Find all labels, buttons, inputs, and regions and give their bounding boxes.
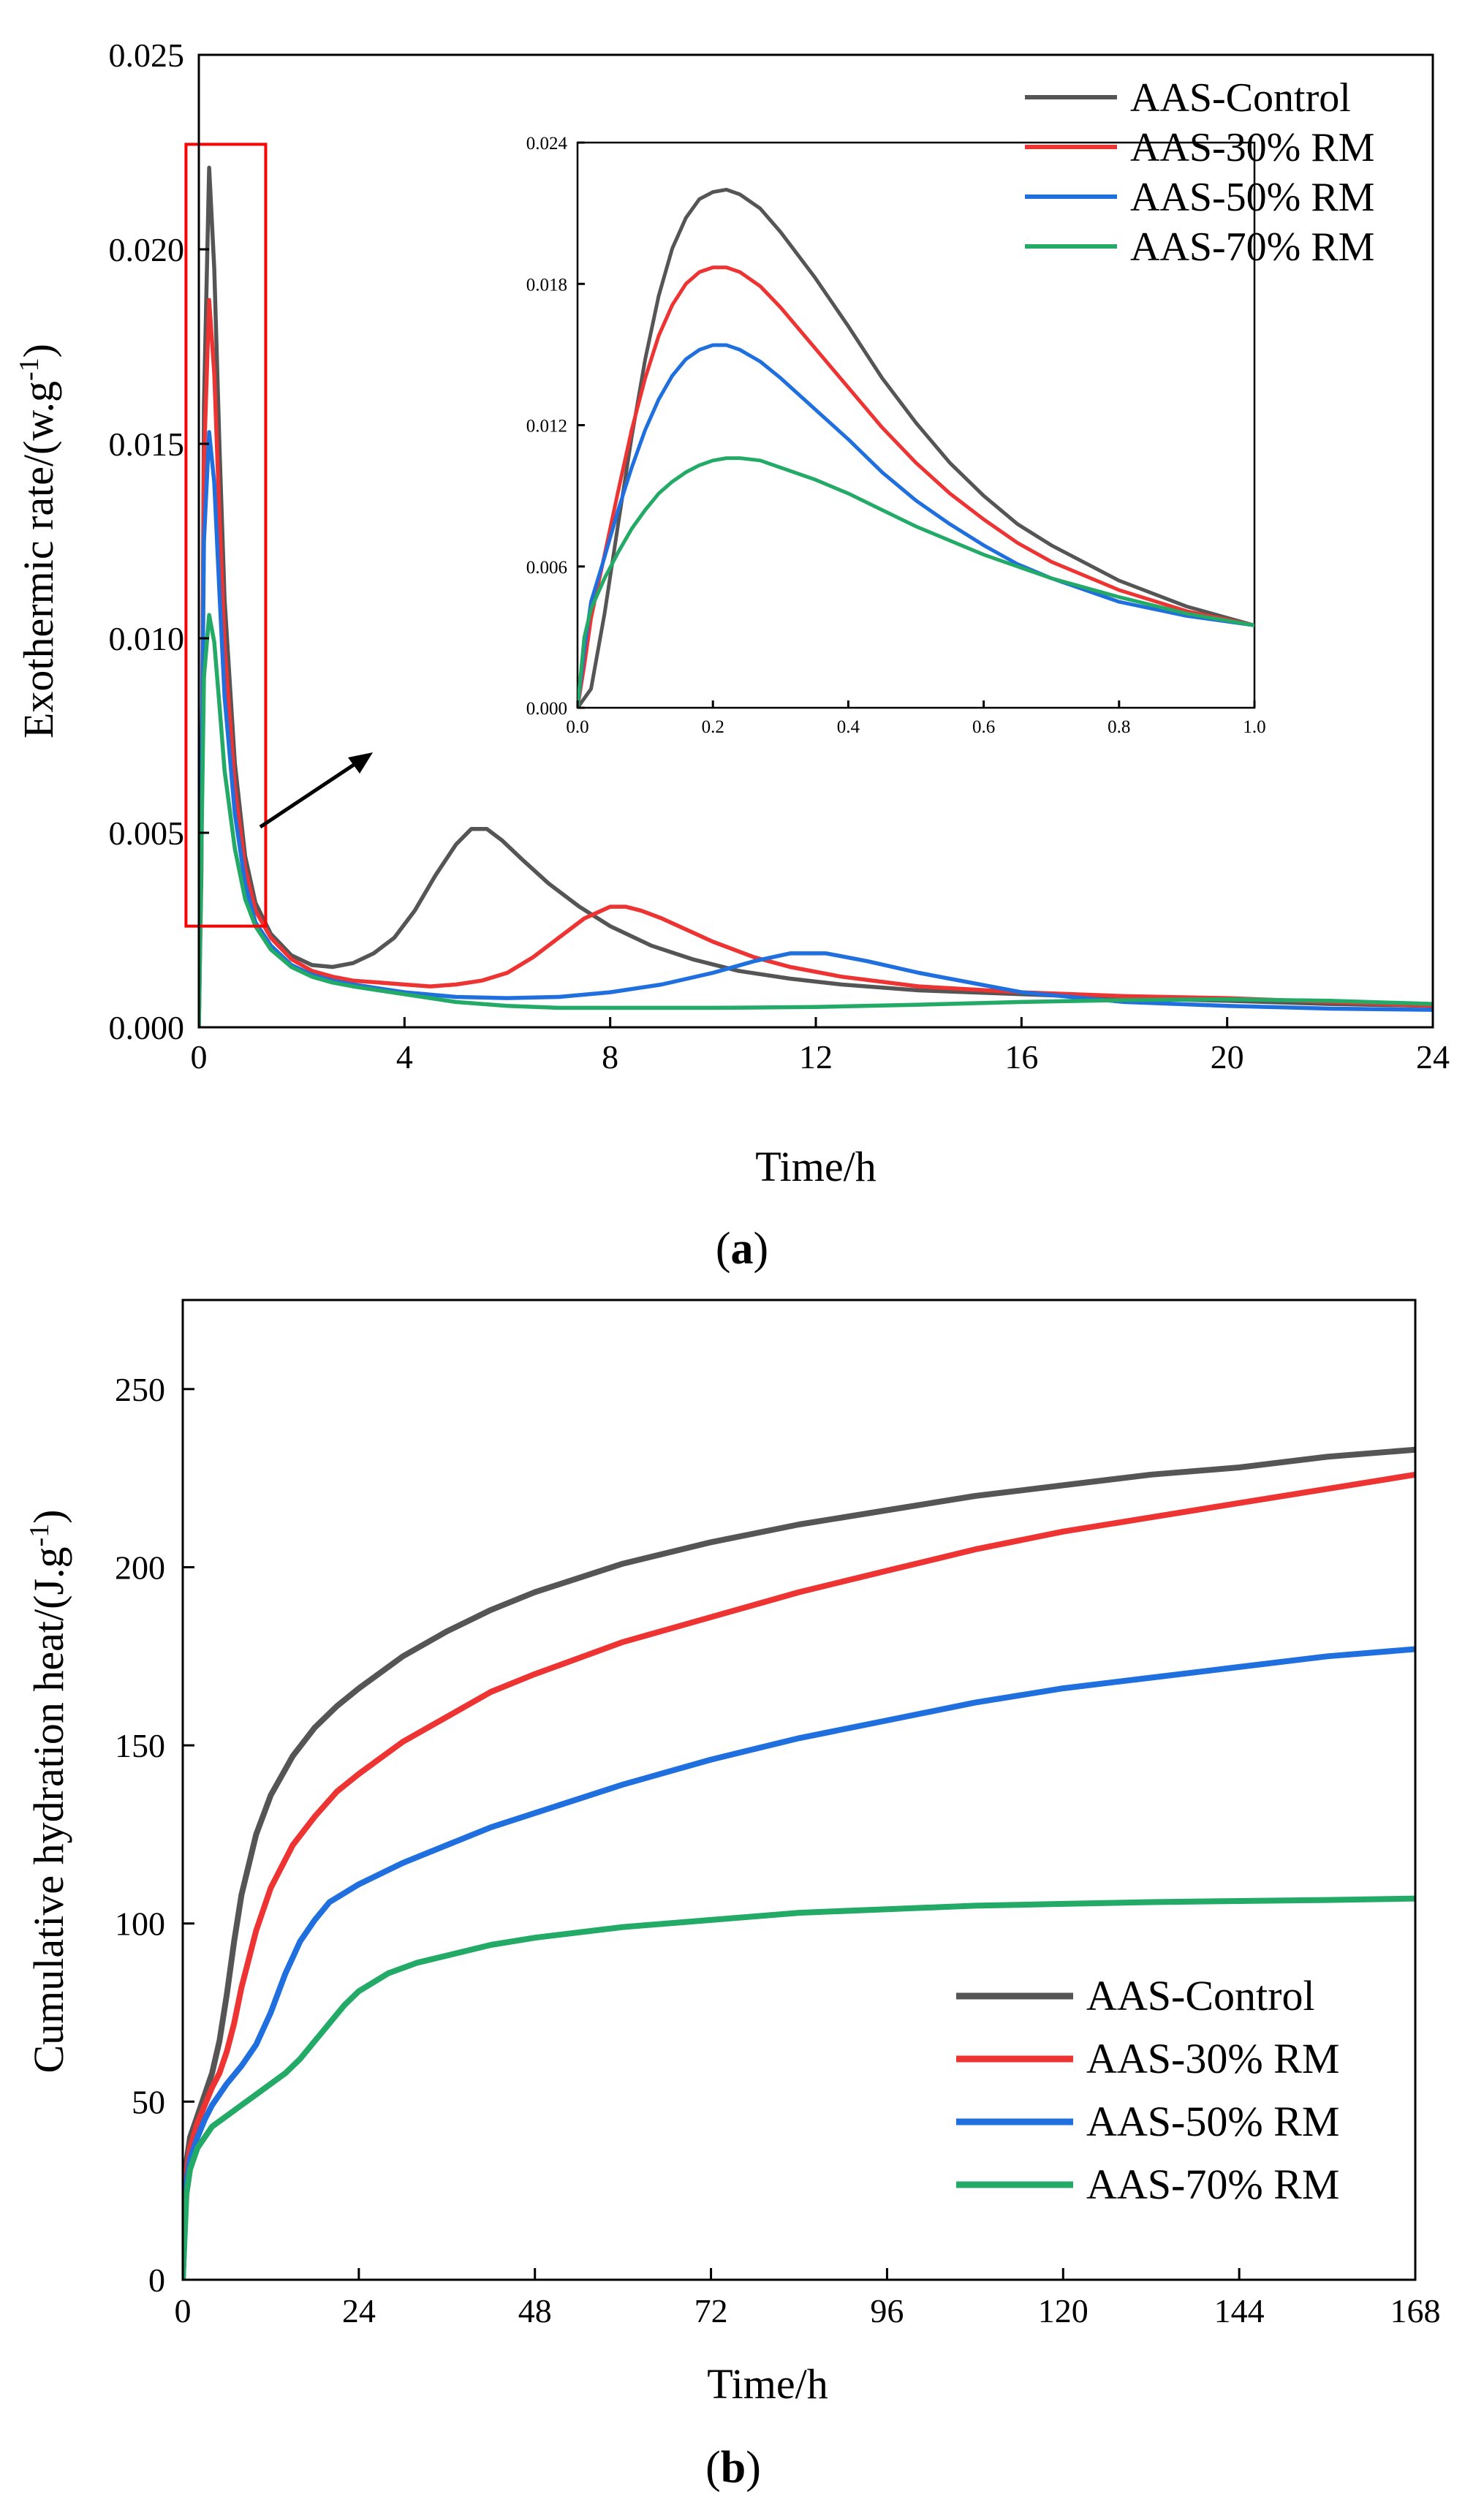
panel-a-x-tick-label: 8: [602, 1038, 618, 1076]
panel-a-label-letter: a: [731, 1224, 754, 1274]
panel-b-series-line-4: [183, 1895, 1415, 2280]
panel-b-legend: AAS-Control AAS-30% RM AAS-50% RM AAS-70% R…: [956, 1972, 1339, 2208]
panel-a-inset-y-tick-label: 0.018: [526, 275, 567, 295]
panel-a-y-axis-title-sup: -1: [14, 358, 45, 381]
panel-b-label-close: ): [746, 2443, 761, 2493]
panel-b-y-tick-label: 250: [115, 1371, 165, 1408]
panel-a-x-tick-label: 12: [799, 1038, 833, 1076]
panel-b-series-line-1: [183, 1446, 1415, 2280]
panel-a-legend-label-2: AAS-30% RM: [1130, 125, 1374, 170]
panel-b-series-line-2: [183, 1471, 1415, 2280]
panel-a-inset-axes: 0.0 0.2 0.4 0.6 0.8 1.0 0.000 0.006 0.012 0.018 0.…: [526, 134, 1266, 737]
panel-a-inset-x-tick-label: 0.0: [566, 717, 588, 737]
panel-b-x-axis-title: Time/h: [707, 2360, 828, 2408]
panel-a-x-axis-title: Time/h: [755, 1143, 876, 1190]
panel-a-series-group: [199, 165, 1433, 1027]
panel-b-y-axis-title-sup: -1: [24, 1524, 55, 1547]
panel-a-series-line-3: [199, 430, 1433, 1027]
panel-a-x-tick-label: 24: [1416, 1038, 1450, 1076]
panel-a-zoom-arrowhead: [348, 752, 373, 774]
panel-b-x-tick-label: 24: [342, 2292, 376, 2329]
panel-a-inset-y-tick-label: 0.024: [526, 134, 568, 154]
panel-a-axes: 0 4 8 12 16 20 24 0.000 0.005 0.010 0.015 0.020 0.02…: [109, 37, 1450, 1076]
panel-a-inset-series-line-4: [578, 456, 1254, 708]
panel-a-y-tick-label: 0.025: [109, 37, 185, 74]
panel-b-x-tick-label: 144: [1214, 2292, 1265, 2329]
panel-b-series-line-3: [183, 1646, 1415, 2280]
panel-a-inset-series: [578, 187, 1254, 708]
panel-b-y-tick-label: 200: [115, 1549, 165, 1586]
panel-b-y-tick-label: 150: [115, 1727, 165, 1764]
panel-a-zoom-arrow: [259, 757, 364, 829]
panel-a-y-axis-title-close: ): [15, 344, 62, 358]
panel-a-series-line-2: [199, 298, 1433, 1027]
panel-b-y-axis-title-close: ): [25, 1510, 72, 1524]
panel-a-x-tick-label: 0: [191, 1038, 208, 1076]
panel-a-inset-y-tick-label: 0.006: [526, 558, 567, 578]
panel-b-x-tick-label: 72: [694, 2292, 728, 2329]
panel-a-label: (a): [716, 1224, 768, 1274]
panel-b-legend-label-2: AAS-30% RM: [1086, 2035, 1339, 2082]
panel-a-label-close: ): [754, 1224, 769, 1274]
panel-a-label-open: (: [716, 1224, 731, 1274]
panel-a-inset-x-tick-label: 0.4: [837, 717, 860, 737]
panel-b-legend-label-1: AAS-Control: [1086, 1972, 1315, 2019]
panel-a-y-tick-label: 0.020: [109, 231, 185, 268]
panel-b-x-tick-label: 120: [1038, 2292, 1089, 2329]
panel-a-x-tick-label: 16: [1004, 1038, 1038, 1076]
panel-a-chart: 0 4 8 12 16 20 24 0.000 0.005 0.010 0.015 0.020 0.02…: [14, 37, 1450, 1274]
panel-b-y-axis-title-main: Cumulative hydration heat/(J.g: [25, 1546, 72, 2073]
panel-a-series-line-4: [199, 613, 1433, 1027]
panel-a-inset-x-tick-label: 1.0: [1243, 717, 1265, 737]
panel-a-legend-label-4: AAS-70% RM: [1130, 224, 1374, 270]
panel-b-plot-frame: [181, 1299, 1417, 2281]
panel-a-y-tick-label: 0.000: [109, 1009, 185, 1046]
panel-b-chart: 0 24 48 72 96 120 144 168 0 50 100 150 200 250 AAS-Co…: [24, 1299, 1441, 2493]
panel-b-label: (b): [705, 2443, 761, 2493]
panel-b-label-letter: b: [721, 2443, 746, 2493]
panel-a-inset-y-tick-label: 0.012: [526, 417, 567, 437]
panel-b-series-group: [183, 1446, 1415, 2280]
panel-a-y-axis-title-main: Exothermic rate/(w.g: [15, 381, 62, 738]
panel-b-y-tick-label: 100: [115, 1905, 165, 1943]
panel-a-y-tick-label: 0.005: [109, 815, 185, 852]
panel-a-x-tick-label: 20: [1211, 1038, 1244, 1076]
panel-a-inset-series-line-2: [578, 265, 1254, 708]
panel-a-legend-label-3: AAS-50% RM: [1130, 175, 1374, 220]
panel-a-inset-x-tick-label: 0.2: [702, 717, 724, 737]
panel-a-y-tick-label: 0.010: [109, 620, 185, 657]
panel-a-highlight-box: [184, 143, 268, 928]
panel-b-y-axis-title: Cumulative hydration heat/(J.g-1): [24, 1510, 72, 2074]
panel-b-x-tick-label: 96: [870, 2292, 904, 2329]
panel-b-y-tick-label: 0: [148, 2261, 165, 2299]
panel-b-label-open: (: [705, 2443, 721, 2493]
panel-a-y-axis-title: Exothermic rate/(w.g-1): [14, 344, 62, 738]
panel-b-x-tick-label: 0: [175, 2292, 192, 2329]
panel-b-legend-label-3: AAS-50% RM: [1086, 2098, 1339, 2145]
panel-b-x-tick-label: 168: [1390, 2292, 1441, 2329]
panel-a-x-tick-label: 4: [396, 1038, 413, 1076]
panel-a-inset-y-tick-label: 0.000: [526, 699, 567, 719]
panel-a-inset: 0.0 0.2 0.4 0.6 0.8 1.0 0.000 0.006 0.012 0.018 0.…: [526, 134, 1266, 737]
panel-a-inset-x-tick-label: 0.6: [972, 717, 995, 737]
panel-a-y-tick-label: 0.015: [109, 426, 185, 463]
panel-a-inset-series-line-3: [578, 343, 1254, 708]
panel-a-series-line-1: [199, 165, 1433, 1027]
panel-b-y-tick-label: 50: [132, 2083, 165, 2120]
panel-b-x-tick-label: 48: [518, 2292, 552, 2329]
panel-a-inset-x-tick-label: 0.8: [1108, 717, 1130, 737]
panel-a-legend-label-1: AAS-Control: [1130, 75, 1351, 121]
panel-b-axes: 0 24 48 72 96 120 144 168 0 50 100 150 200 250: [115, 1371, 1441, 2329]
panel-b-legend-label-4: AAS-70% RM: [1086, 2161, 1339, 2208]
